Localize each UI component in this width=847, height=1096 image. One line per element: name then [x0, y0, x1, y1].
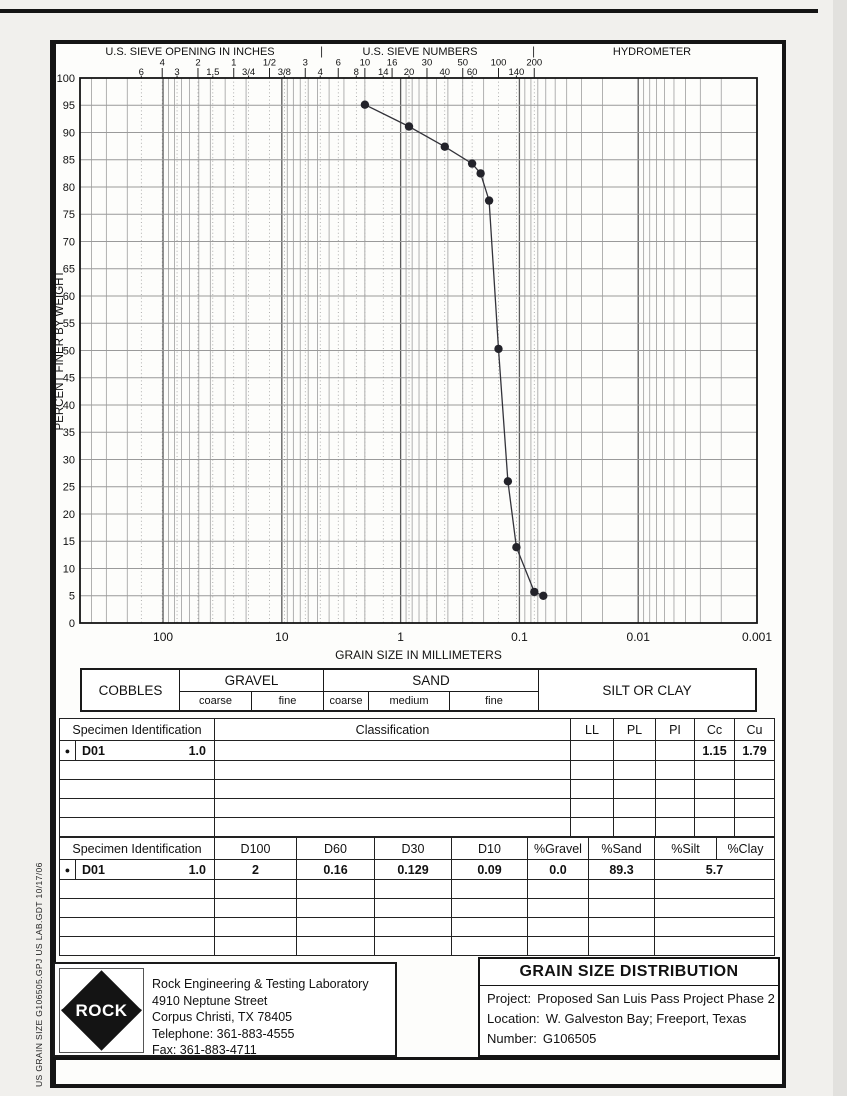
- specimen-id-cell: D01 1.0: [75, 740, 215, 761]
- specimen-symbol: ●: [59, 859, 76, 880]
- location-row: Location: W. Galveston Bay; Freeport, Tex…: [480, 1006, 778, 1026]
- cc-value: 1.15: [694, 740, 735, 761]
- sand-coarse-label: coarse: [324, 692, 369, 710]
- specimen-id: D01: [82, 743, 105, 758]
- empty-row: [59, 917, 775, 937]
- empty-row: [59, 760, 775, 780]
- col-pl: PL: [613, 718, 656, 741]
- specimen-row: ● D01 1.0 2 0.16 0.129 0.09 0.0 89.3 5.7: [59, 859, 775, 880]
- empty-row: [59, 817, 775, 837]
- col-specimen-id: Specimen Identification: [59, 837, 215, 860]
- specimen-depth: 1.0: [188, 863, 206, 877]
- lab-street: 4910 Neptune Street: [152, 993, 268, 1008]
- gradation-table: Specimen Identification D100 D60 D30 D10…: [59, 837, 775, 956]
- col-specimen-id: Specimen Identification: [59, 718, 215, 741]
- d10-value: 0.09: [451, 859, 528, 880]
- header-separator: |: [532, 44, 536, 58]
- empty-row: [59, 798, 775, 818]
- title-block: GRAIN SIZE DISTRIBUTION Project: Proposed…: [478, 957, 780, 1057]
- cobbles-band: COBBLES: [82, 670, 180, 710]
- logo-wordmark: ROCK: [75, 1001, 128, 1020]
- sieve-numbers-header: U.S. SIEVE NUMBERS: [362, 46, 478, 58]
- location-label: Location:: [487, 1011, 540, 1026]
- gravel-label: GRAVEL: [180, 670, 323, 692]
- sieve-inches-header: U.S. SIEVE OPENING IN INCHES: [105, 46, 275, 58]
- specimen-classification-table: Specimen Identification Classification L…: [59, 718, 775, 837]
- scan-edge-shade: [833, 0, 847, 1096]
- lab-fax: Fax: 361-883-4711: [152, 1043, 257, 1057]
- specimen-id: D01: [82, 862, 105, 877]
- col-d10: D10: [451, 837, 528, 860]
- classification-value: [214, 740, 571, 761]
- lab-name: Rock Engineering & Testing Laboratory: [152, 977, 369, 991]
- sand-label: SAND: [324, 670, 538, 692]
- col-pct-gravel: %Gravel: [527, 837, 589, 860]
- empty-row: [59, 936, 775, 956]
- gravel-band: GRAVEL coarse fine: [180, 670, 324, 710]
- col-cu: Cu: [734, 718, 775, 741]
- silt-clay-band: SILT OR CLAY: [602, 682, 692, 698]
- lab-info-box: ROCK Rock Engineering & Testing Laborato…: [53, 962, 397, 1057]
- gravel-fine-label: fine: [278, 695, 297, 707]
- sand-fine-label: fine: [485, 695, 503, 707]
- d100-value: 2: [214, 859, 297, 880]
- col-ll: LL: [570, 718, 614, 741]
- col-pi: PI: [655, 718, 695, 741]
- hydrometer-header: HYDROMETER: [612, 46, 692, 58]
- col-cc: Cc: [694, 718, 735, 741]
- empty-row: [59, 879, 775, 899]
- cu-value: 1.79: [734, 740, 775, 761]
- pct-silt-clay-value: 5.7: [654, 859, 775, 880]
- diamond-right-point: [131, 1003, 142, 1017]
- col-pct-sand: %Sand: [588, 837, 655, 860]
- lab-city: Corpus Christi, TX 78405: [152, 1010, 293, 1024]
- project-label: Project:: [487, 991, 532, 1006]
- size-classification-band: COBBLES GRAVEL coarse fine SAND coarse m…: [80, 668, 757, 712]
- header-separator: |: [320, 44, 324, 58]
- number-label: Number:: [487, 1031, 537, 1046]
- table-header-row: Specimen Identification D100 D60 D30 D10…: [59, 837, 775, 860]
- pi-value: [655, 740, 695, 761]
- pl-value: [613, 740, 656, 761]
- col-pct-silt: %Silt: [654, 837, 717, 860]
- specimen-id-cell: D01 1.0: [75, 859, 215, 880]
- pct-gravel-value: 0.0: [527, 859, 589, 880]
- col-classification: Classification: [214, 718, 571, 741]
- col-pct-clay: %Clay: [716, 837, 775, 860]
- rock-logo: ROCK: [59, 968, 144, 1053]
- empty-row: [59, 898, 775, 918]
- sand-medium-label: medium: [369, 692, 450, 710]
- sand-band: SAND coarse medium fine: [324, 670, 539, 710]
- ll-value: [570, 740, 614, 761]
- specimen-depth: 1.0: [188, 744, 206, 758]
- pct-sand-value: 89.3: [588, 859, 655, 880]
- d30-value: 0.129: [374, 859, 452, 880]
- footer-rule: [53, 1057, 780, 1060]
- report-title: GRAIN SIZE DISTRIBUTION: [480, 959, 778, 986]
- col-d30: D30: [374, 837, 452, 860]
- empty-row: [59, 779, 775, 799]
- specimen-symbol: ●: [59, 740, 76, 761]
- lab-address: Rock Engineering & Testing Laboratory 49…: [152, 976, 369, 1059]
- col-d60: D60: [296, 837, 375, 860]
- number-row: Number: G106505: [480, 1026, 778, 1046]
- project-row: Project: Proposed San Luis Pass Project P…: [480, 986, 778, 1006]
- location-value: W. Galveston Bay; Freeport, Texas: [545, 1011, 747, 1026]
- lab-phone: Telephone: 361-883-4555: [152, 1026, 295, 1041]
- d60-value: 0.16: [296, 859, 375, 880]
- file-stamp-text: US GRAIN SIZE G106505.GPJ US LAB.GDT 10/…: [34, 862, 44, 1087]
- number-value: G106505: [542, 1031, 597, 1046]
- col-d100: D100: [214, 837, 297, 860]
- diamond-left-point: [61, 1003, 72, 1017]
- scan-edge-line: [0, 9, 818, 13]
- gravel-coarse-label: coarse: [180, 692, 252, 710]
- project-value: Proposed San Luis Pass Project Phase 2: [537, 991, 775, 1006]
- table-header-row: Specimen Identification Classification L…: [59, 718, 775, 741]
- specimen-row: ● D01 1.0 1.15 1.79: [59, 740, 775, 761]
